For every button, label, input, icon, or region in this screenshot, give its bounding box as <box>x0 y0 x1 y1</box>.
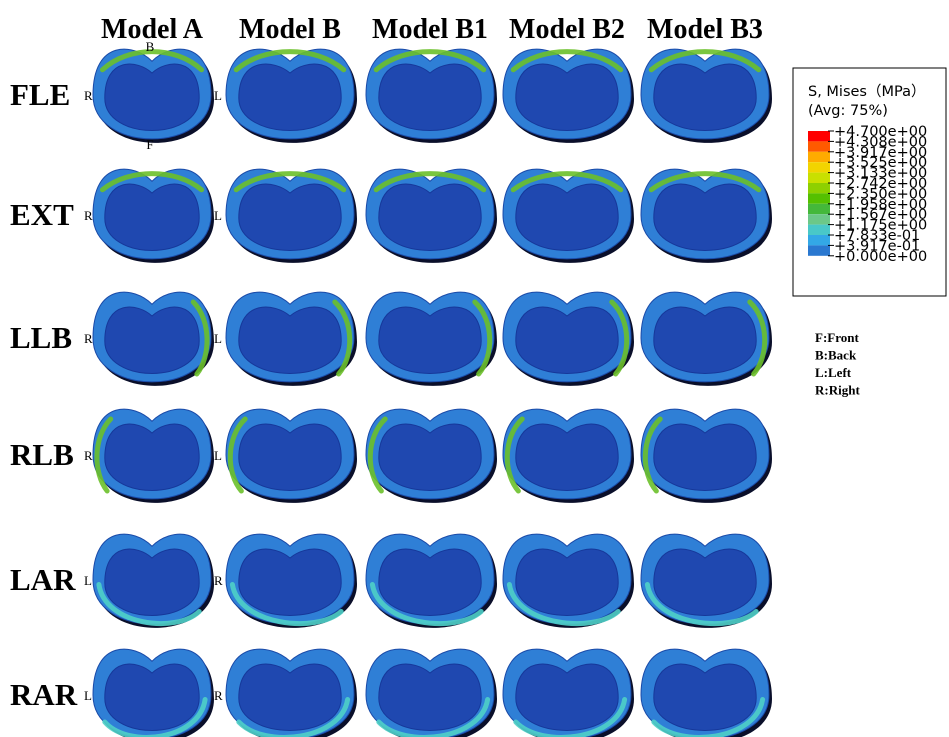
disc-inner <box>239 307 341 373</box>
orientation-label: R <box>84 331 93 346</box>
orientation-label: F <box>146 137 153 152</box>
disc-inner <box>105 307 199 373</box>
orientation-label: R <box>214 573 223 588</box>
disc-inner <box>654 549 756 615</box>
disc-inner <box>654 64 756 130</box>
column-header: Model B3 <box>647 14 763 45</box>
disc-inner <box>239 184 341 250</box>
disc-inner <box>379 664 481 730</box>
column-header: Model B1 <box>372 14 488 45</box>
key-entry: F:Front <box>815 330 859 345</box>
orientation-label: L <box>214 448 222 463</box>
disc-inner <box>516 664 618 730</box>
figure: S, Mises（MPa） (Avg: 75%) Model AModel BM… <box>0 0 949 737</box>
disc-inner <box>516 424 618 490</box>
column-header: Model B2 <box>509 14 625 45</box>
disc-inner <box>379 307 481 373</box>
legend-swatch <box>808 225 830 235</box>
disc-inner <box>516 64 618 130</box>
legend-swatch <box>808 245 830 255</box>
key-entry: R:Right <box>815 383 860 398</box>
orientation-label: L <box>84 573 92 588</box>
disc-inner <box>379 424 481 490</box>
orientation-label: L <box>214 331 222 346</box>
legend-swatch <box>808 173 830 183</box>
legend-swatch <box>808 183 830 193</box>
disc-inner <box>516 549 618 615</box>
orientation-label: L <box>84 688 92 703</box>
orientation-label: L <box>214 208 222 223</box>
disc-inner <box>105 64 199 130</box>
disc-inner <box>654 424 756 490</box>
disc-inner <box>239 424 341 490</box>
column-header: Model B <box>239 14 341 45</box>
legend-subtitle: (Avg: 75%) <box>808 103 888 119</box>
legend-title: S, Mises（MPa） <box>808 83 925 100</box>
disc-inner <box>105 664 199 730</box>
orientation-label: R <box>214 688 223 703</box>
row-label: FLE <box>10 77 70 112</box>
row-label: RAR <box>10 677 78 712</box>
row-label: LAR <box>10 562 76 597</box>
orientation-label: B <box>146 39 155 54</box>
orientation-label: R <box>84 448 93 463</box>
legend-swatch <box>808 162 830 172</box>
disc-inner <box>654 307 756 373</box>
disc-inner <box>379 549 481 615</box>
key-entry: L:Left <box>815 365 852 380</box>
legend-label: +0.000e+00 <box>834 249 927 265</box>
legend-swatch <box>808 141 830 151</box>
disc-inner <box>516 184 618 250</box>
row-label: EXT <box>10 197 74 232</box>
legend-swatch <box>808 204 830 214</box>
disc-inner <box>654 184 756 250</box>
legend-swatch <box>808 131 830 141</box>
disc-inner <box>239 664 341 730</box>
legend-swatch <box>808 193 830 203</box>
disc-inner <box>105 549 199 615</box>
disc-inner <box>516 307 618 373</box>
legend-swatch <box>808 235 830 245</box>
row-label: RLB <box>10 437 74 472</box>
legend-swatch <box>808 152 830 162</box>
disc-inner <box>105 424 199 490</box>
disc-inner <box>239 64 341 130</box>
disc-inner <box>379 64 481 130</box>
disc-inner <box>654 664 756 730</box>
legend-swatch <box>808 214 830 224</box>
orientation-label: L <box>214 88 222 103</box>
disc-inner <box>239 549 341 615</box>
orientation-label: R <box>84 208 93 223</box>
disc-inner <box>379 184 481 250</box>
row-label: LLB <box>10 320 72 355</box>
key-entry: B:Back <box>815 348 857 363</box>
disc-inner <box>105 184 199 250</box>
orientation-label: R <box>84 88 93 103</box>
